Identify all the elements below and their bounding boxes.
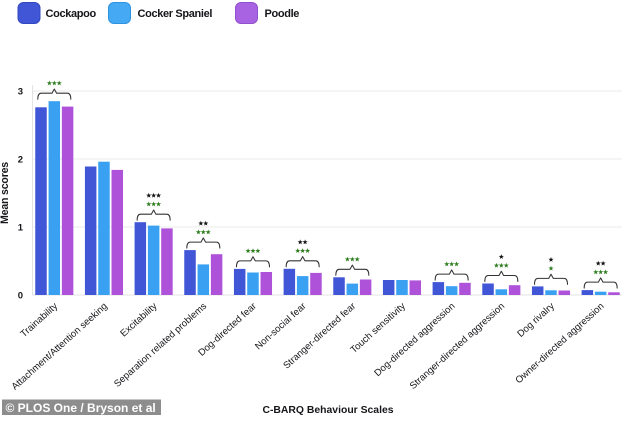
svg-text:Mean scores: Mean scores [0, 162, 11, 224]
svg-text:1: 1 [18, 222, 24, 233]
svg-text:Cocker Spaniel: Cocker Spaniel [138, 8, 213, 20]
svg-text:C-BARQ Behaviour Scales: C-BARQ Behaviour Scales [262, 405, 393, 416]
svg-text:2: 2 [18, 154, 23, 165]
svg-text:Poodle: Poodle [265, 8, 300, 20]
svg-text:Cockapoo: Cockapoo [46, 8, 97, 20]
svg-text:© PLOS One / Bryson et al: © PLOS One / Bryson et al [6, 401, 156, 415]
svg-text:0: 0 [18, 290, 23, 301]
svg-text:3: 3 [18, 86, 23, 97]
